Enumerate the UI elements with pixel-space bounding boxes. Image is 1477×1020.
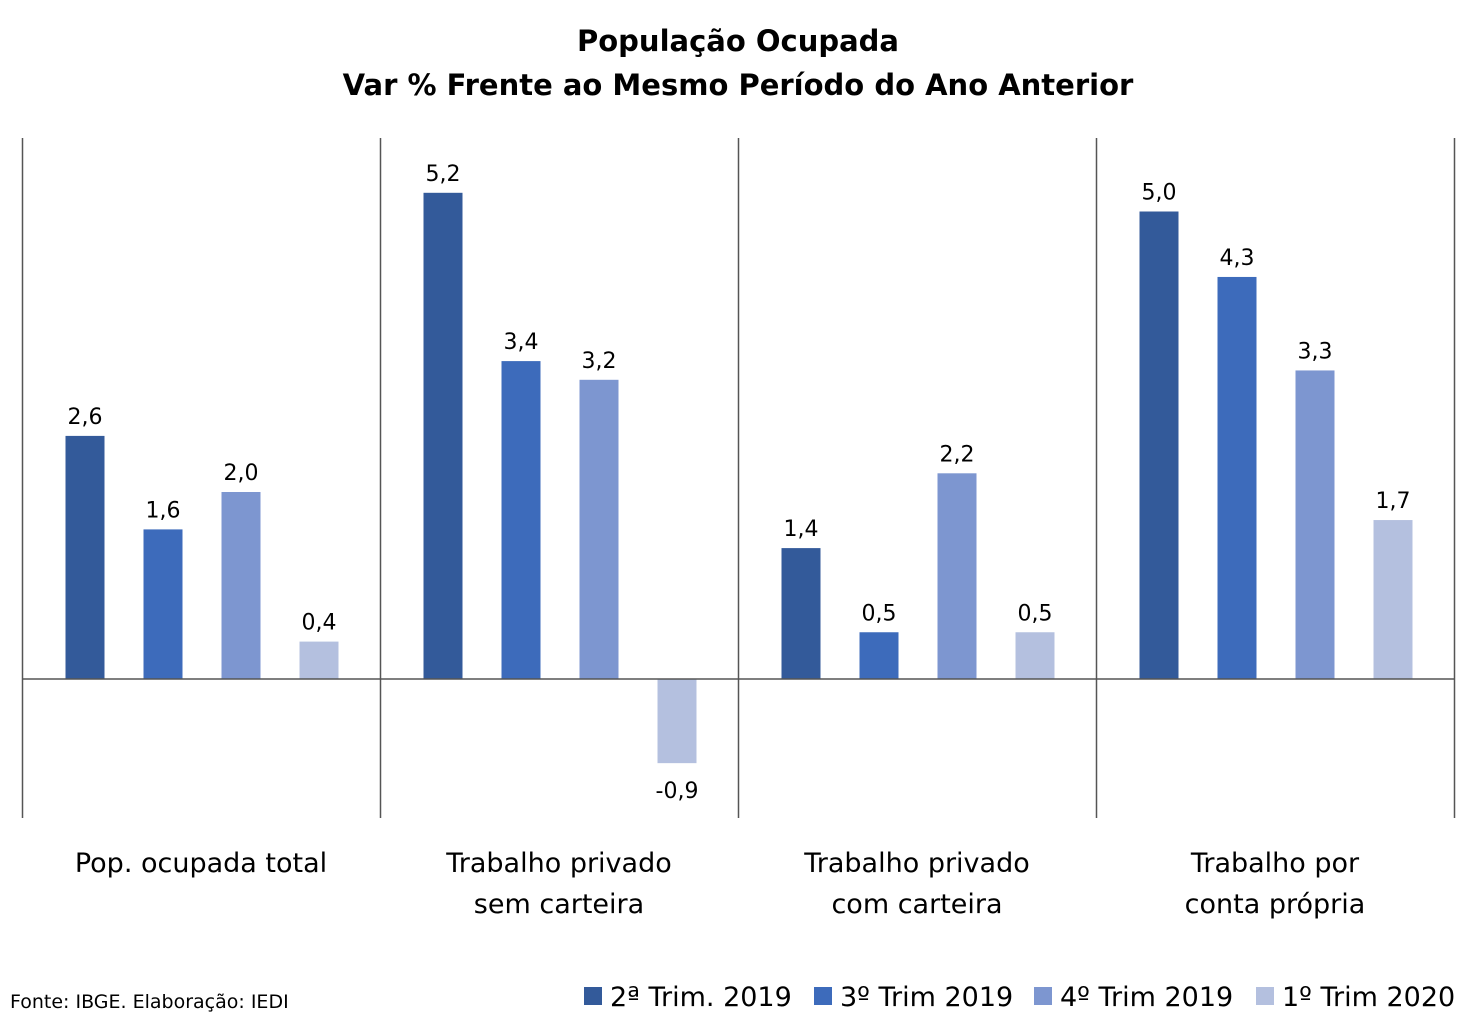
legend-item: 3º Trim 2019	[814, 982, 1013, 1013]
data-label: 1,7	[1376, 489, 1411, 514]
bar	[1217, 276, 1257, 679]
bar	[501, 361, 541, 679]
bar	[1139, 211, 1179, 679]
bar	[1015, 632, 1055, 679]
legend-swatch	[1034, 987, 1052, 1005]
bar	[143, 529, 183, 679]
legend-swatch	[1256, 987, 1274, 1005]
category-label: Trabalho privado com carteira	[803, 848, 1030, 920]
legend-label: 1º Trim 2020	[1282, 982, 1455, 1013]
data-label: 0,5	[862, 601, 897, 626]
data-label: 2,0	[224, 461, 259, 486]
bar	[657, 679, 697, 764]
chart-title-line-2: Var % Frente ao Mesmo Período do Ano Ant…	[343, 68, 1134, 102]
data-label: 0,4	[302, 611, 337, 636]
category-label: Trabalho privado sem carteira	[445, 848, 672, 920]
data-label: 3,3	[1298, 339, 1333, 364]
legend-label: 3º Trim 2019	[840, 982, 1013, 1013]
bar	[299, 641, 339, 679]
data-label: 1,6	[146, 498, 181, 523]
legend-label: 2ª Trim. 2019	[610, 982, 792, 1013]
legend-item: 2ª Trim. 2019	[584, 982, 792, 1013]
bar	[1373, 520, 1413, 679]
legend-label: 4º Trim 2019	[1060, 982, 1233, 1013]
data-label: 5,2	[426, 162, 461, 187]
bar	[65, 435, 105, 679]
legend-item: 4º Trim 2019	[1034, 982, 1233, 1013]
bar	[221, 492, 261, 679]
data-label: 5,0	[1142, 181, 1177, 206]
bar	[579, 379, 619, 679]
data-label: 2,6	[68, 405, 103, 430]
bar	[423, 192, 463, 680]
data-label: 3,4	[504, 330, 539, 355]
category-label: Trabalho por conta própria	[1185, 848, 1366, 920]
category-label: Pop. ocupada total	[75, 848, 327, 879]
category-labels: Pop. ocupada total Trabalho privado sem ca…	[75, 848, 1365, 920]
legend-swatch	[584, 987, 602, 1005]
chart-title-line-1: População Ocupada	[577, 24, 899, 58]
source-note: Fonte: IBGE. Elaboração: IEDI	[10, 991, 289, 1013]
bar	[1295, 370, 1335, 679]
data-label: 4,3	[1220, 246, 1255, 271]
data-label: 2,2	[940, 442, 975, 467]
bar	[859, 632, 899, 679]
legend-swatch	[814, 987, 832, 1005]
data-label: 1,4	[784, 517, 819, 542]
bar	[937, 473, 977, 679]
legend: 2ª Trim. 2019 3º Trim 2019 4º Trim 2019 1º …	[584, 982, 1455, 1013]
legend-item: 1º Trim 2020	[1256, 982, 1455, 1013]
data-label: 3,2	[582, 349, 617, 374]
data-label: 0,5	[1018, 601, 1053, 626]
bar	[781, 548, 821, 679]
data-label: -0,9	[656, 779, 699, 804]
plot-area: 2,6 5,2 1,4 5,0 1,6 3,4 0,5 4,3 2,0 3,2 2,2 3,3 0,4 -…	[21, 138, 1456, 818]
